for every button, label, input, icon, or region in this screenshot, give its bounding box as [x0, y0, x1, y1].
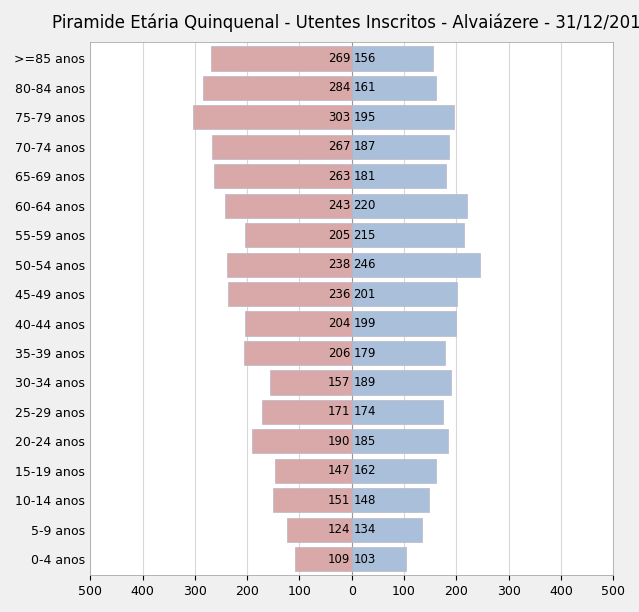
Text: 204: 204	[328, 317, 350, 330]
Text: 303: 303	[328, 111, 350, 124]
Bar	[351, 282, 457, 306]
Bar	[351, 370, 450, 395]
Text: 157: 157	[328, 376, 350, 389]
Bar	[351, 518, 422, 542]
Bar	[351, 47, 433, 70]
Text: 190: 190	[328, 435, 350, 448]
Bar	[295, 547, 351, 571]
Text: 179: 179	[353, 346, 376, 359]
Text: 284: 284	[328, 81, 350, 94]
Bar	[351, 76, 436, 100]
Bar	[252, 429, 351, 453]
Text: 199: 199	[353, 317, 376, 330]
Text: 185: 185	[353, 435, 376, 448]
Text: 267: 267	[328, 140, 350, 154]
Text: 263: 263	[328, 170, 350, 183]
Bar	[351, 459, 436, 483]
Text: 246: 246	[353, 258, 376, 271]
Bar	[351, 341, 445, 365]
Bar	[212, 135, 351, 159]
Text: 156: 156	[353, 52, 376, 65]
Bar	[351, 135, 449, 159]
Bar	[228, 282, 351, 306]
Text: 236: 236	[328, 288, 350, 300]
Bar	[214, 164, 351, 188]
Bar	[351, 193, 466, 218]
Text: 206: 206	[328, 346, 350, 359]
Bar	[245, 223, 351, 247]
Text: 147: 147	[328, 465, 350, 477]
Text: 215: 215	[353, 229, 376, 242]
Bar	[351, 488, 429, 512]
Text: 238: 238	[328, 258, 350, 271]
Text: 220: 220	[353, 200, 376, 212]
Bar	[351, 253, 481, 277]
Text: 162: 162	[353, 465, 376, 477]
Text: 171: 171	[328, 405, 350, 419]
Text: 124: 124	[328, 523, 350, 536]
Bar	[351, 105, 454, 130]
Bar	[351, 223, 464, 247]
Bar	[287, 518, 351, 542]
Bar	[225, 193, 351, 218]
Text: 148: 148	[353, 494, 376, 507]
Bar	[273, 488, 351, 512]
Bar	[244, 341, 351, 365]
Text: 195: 195	[353, 111, 376, 124]
Bar	[194, 105, 351, 130]
Text: 174: 174	[353, 405, 376, 419]
Bar	[351, 312, 456, 335]
Bar	[227, 253, 351, 277]
Text: 103: 103	[353, 553, 376, 565]
Bar	[203, 76, 351, 100]
Text: 134: 134	[353, 523, 376, 536]
Bar	[351, 547, 406, 571]
Text: 181: 181	[353, 170, 376, 183]
Bar	[351, 400, 443, 424]
Text: 161: 161	[353, 81, 376, 94]
Bar	[211, 47, 351, 70]
Bar	[245, 312, 351, 335]
Text: 205: 205	[328, 229, 350, 242]
Text: 243: 243	[328, 200, 350, 212]
Text: 269: 269	[328, 52, 350, 65]
Text: 189: 189	[353, 376, 376, 389]
Text: 201: 201	[353, 288, 376, 300]
Text: 109: 109	[328, 553, 350, 565]
Bar	[351, 164, 446, 188]
Bar	[270, 370, 351, 395]
Title: Piramide Etária Quinquenal - Utentes Inscritos - Alvaiázere - 31/12/2013: Piramide Etária Quinquenal - Utentes Ins…	[52, 14, 639, 32]
Text: 187: 187	[353, 140, 376, 154]
Bar	[263, 400, 351, 424]
Bar	[351, 429, 449, 453]
Bar	[275, 459, 351, 483]
Text: 151: 151	[328, 494, 350, 507]
